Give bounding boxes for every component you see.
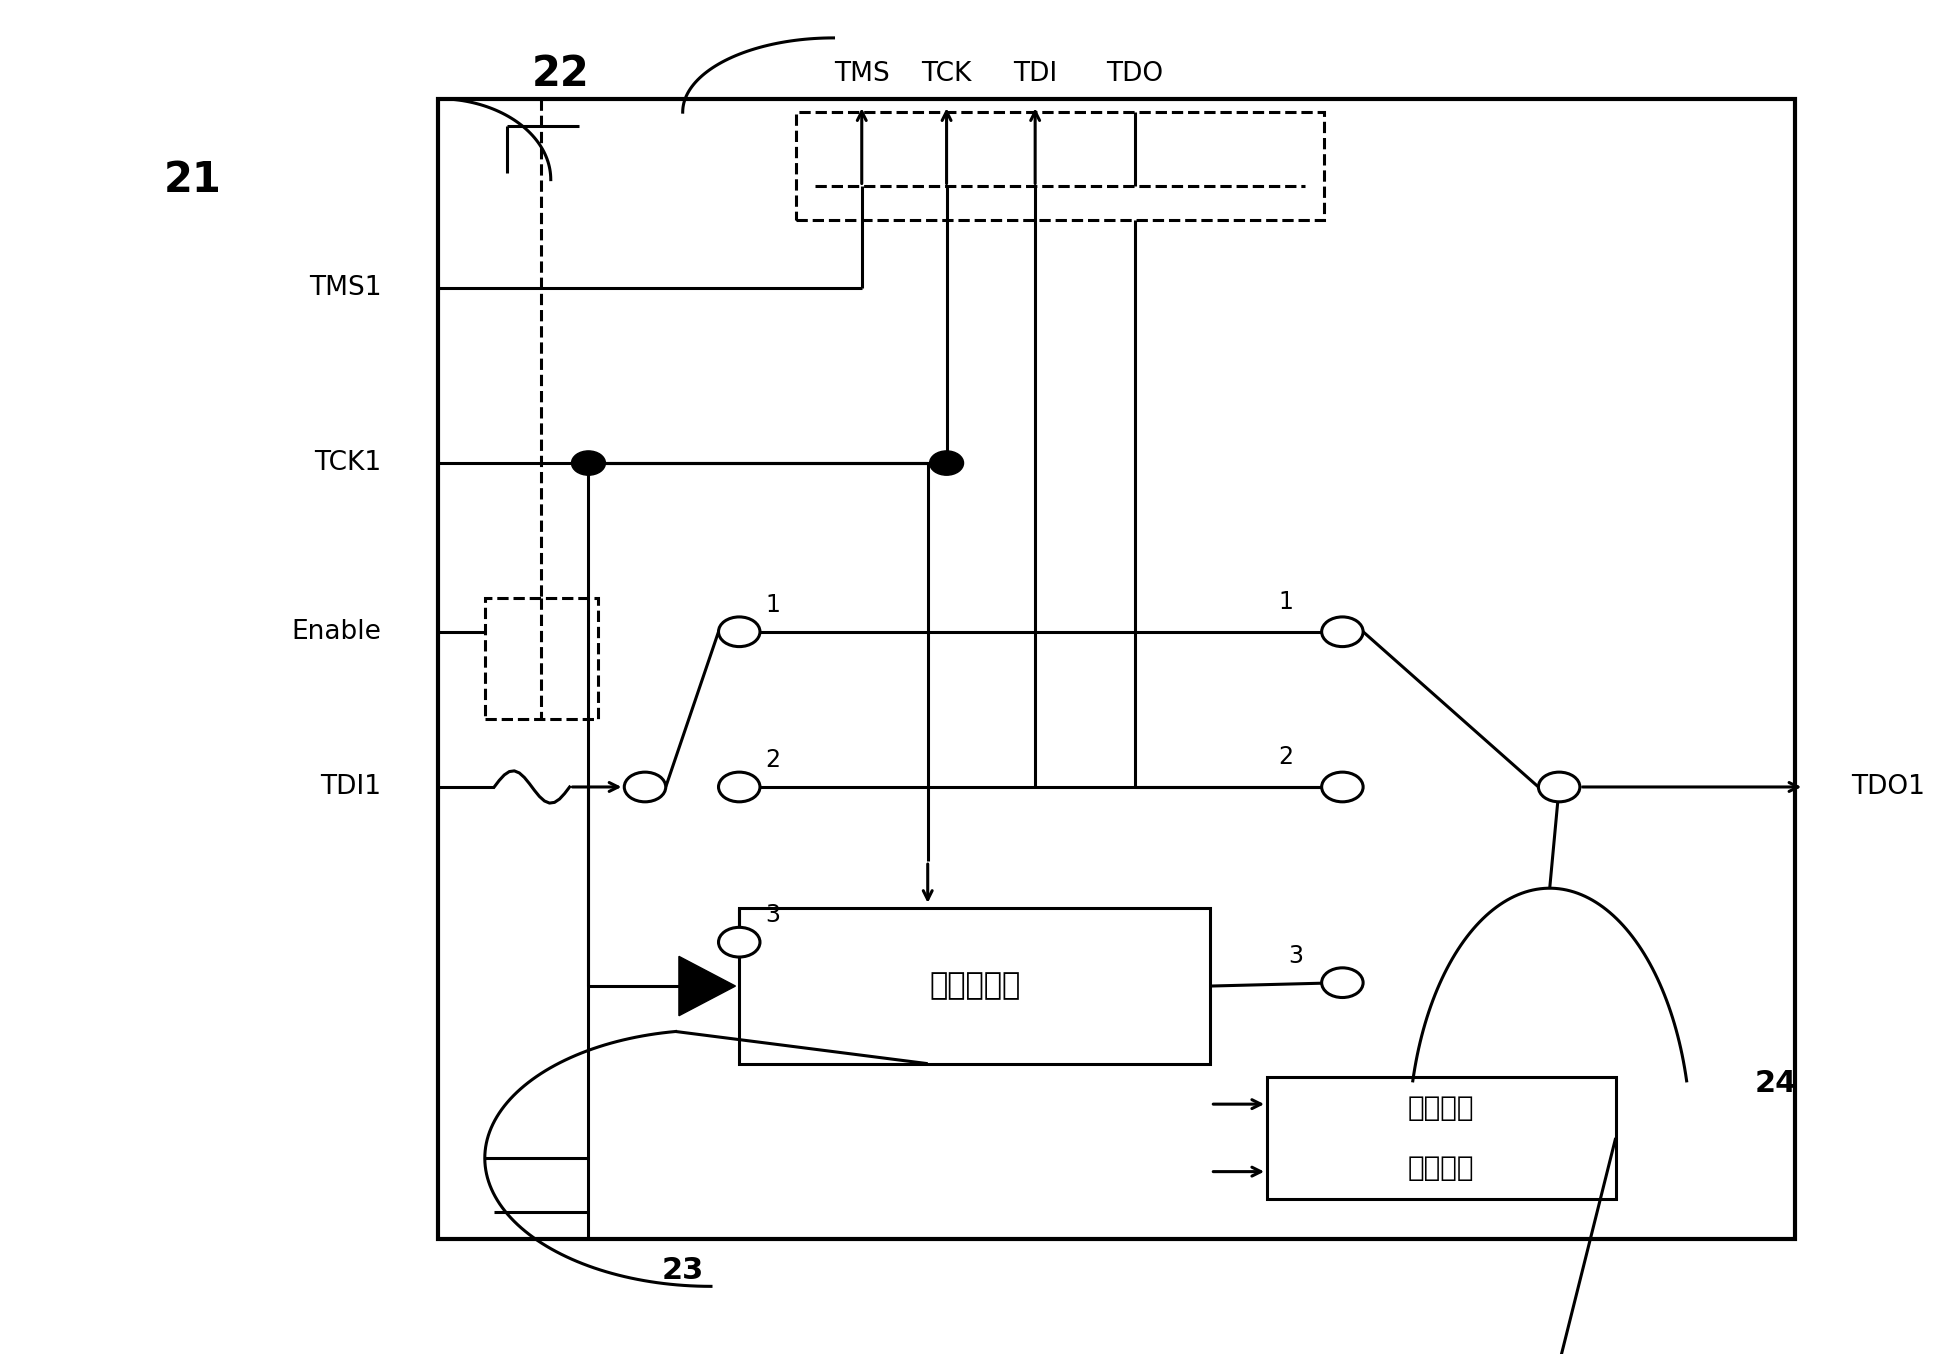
Circle shape [1321,968,1364,998]
Text: Enable: Enable [291,619,382,645]
Circle shape [1321,773,1364,801]
Text: TDI: TDI [1013,61,1058,87]
Circle shape [1538,773,1581,801]
Text: TDO: TDO [1106,61,1164,87]
Circle shape [719,928,759,957]
Text: 3: 3 [765,903,781,928]
Text: 3: 3 [1288,944,1304,968]
Bar [740,909,1211,1063]
Circle shape [719,617,759,646]
Circle shape [719,773,759,801]
Bar [796,113,1323,220]
Text: 选通开关: 选通开关 [1408,1095,1474,1122]
Circle shape [1321,617,1364,646]
Text: 24: 24 [1755,1069,1798,1099]
Text: 控制模块: 控制模块 [1408,1153,1474,1181]
Circle shape [624,773,666,801]
Circle shape [930,451,963,475]
Text: TDO1: TDO1 [1852,774,1925,800]
Text: 1: 1 [765,593,781,617]
Circle shape [571,451,606,475]
Text: 1: 1 [1278,591,1294,614]
Text: 移位寄存器: 移位寄存器 [930,971,1021,1001]
Text: TDI1: TDI1 [320,774,382,800]
Text: 2: 2 [765,748,781,771]
Text: TMS: TMS [835,61,889,87]
Bar [438,99,1796,1238]
Text: TCK1: TCK1 [314,449,382,477]
Text: 23: 23 [662,1256,703,1285]
Polygon shape [680,956,736,1016]
Bar [484,598,599,720]
Text: 22: 22 [531,53,589,95]
Text: 2: 2 [1278,746,1294,769]
Bar [1267,1077,1615,1199]
Text: TMS1: TMS1 [308,274,382,300]
Text: TCK: TCK [922,61,972,87]
Text: 21: 21 [165,159,221,201]
